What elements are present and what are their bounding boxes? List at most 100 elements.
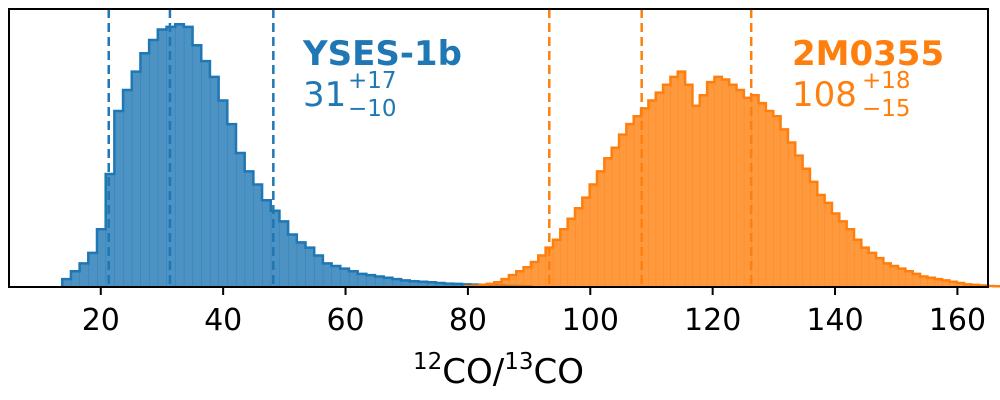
histogram-bar-yses-1b bbox=[288, 234, 298, 287]
histogram-bar-2m0355 bbox=[839, 221, 848, 287]
histogram-bar-2m0355 bbox=[758, 103, 767, 287]
x-tick-label: 60 bbox=[326, 303, 364, 338]
histogram-bar-2m0355 bbox=[516, 271, 524, 287]
histogram-bar-2m0355 bbox=[597, 171, 605, 287]
histogram-bar-yses-1b bbox=[105, 174, 115, 287]
histogram-bar-yses-1b bbox=[236, 153, 246, 287]
x-tick-label: 40 bbox=[204, 303, 242, 338]
histogram-bar-yses-1b bbox=[392, 279, 402, 287]
histogram-bar-2m0355 bbox=[523, 267, 532, 287]
2m0355-annotation: 2M0355 108 +18 −15 bbox=[792, 34, 944, 122]
histogram-bar-yses-1b bbox=[262, 200, 272, 287]
histogram-bar-2m0355 bbox=[920, 276, 928, 287]
histogram-bar-yses-1b bbox=[131, 71, 141, 287]
histogram-bar-2m0355 bbox=[890, 265, 899, 287]
histogram-bar-2m0355 bbox=[846, 229, 855, 287]
histogram-bar-yses-1b bbox=[305, 247, 315, 287]
histogram-bar-2m0355 bbox=[560, 229, 569, 287]
x-tick-label: 100 bbox=[562, 303, 619, 338]
series-lower-yses-1b: −10 bbox=[348, 96, 397, 122]
histogram-bar-2m0355 bbox=[861, 247, 870, 287]
histogram-bar-yses-1b bbox=[340, 268, 350, 287]
histogram-bar-2m0355 bbox=[677, 71, 686, 287]
histogram-bar-2m0355 bbox=[508, 275, 517, 287]
histogram-bar-2m0355 bbox=[949, 281, 958, 287]
series-value-2m0355: 108 bbox=[792, 75, 857, 115]
histogram-bar-2m0355 bbox=[633, 116, 642, 288]
histogram-bar-2m0355 bbox=[780, 129, 789, 287]
histogram-bar-2m0355 bbox=[582, 197, 591, 287]
x-tick-label: 20 bbox=[82, 303, 120, 338]
histogram-bar-yses-1b bbox=[366, 275, 376, 287]
x-axis-label-base2: CO bbox=[534, 352, 585, 392]
histogram-bar-2m0355 bbox=[641, 108, 649, 287]
histogram-bar-2m0355 bbox=[743, 97, 752, 287]
x-axis-label-base1: CO/ bbox=[442, 352, 505, 392]
histogram-bar-2m0355 bbox=[912, 273, 921, 287]
histogram-bar-2m0355 bbox=[655, 92, 664, 287]
histogram-bar-yses-1b bbox=[123, 89, 133, 287]
series-upper-yses-1b: +17 bbox=[348, 68, 397, 94]
x-axis-label: 12CO/13CO bbox=[413, 349, 584, 392]
histogram-bar-yses-1b bbox=[270, 210, 280, 287]
histogram-bar-yses-1b bbox=[175, 24, 185, 287]
histogram-bar-2m0355 bbox=[619, 134, 627, 287]
histogram-bar-2m0355 bbox=[699, 95, 708, 287]
histogram-bar-yses-1b bbox=[322, 263, 332, 287]
quantile-lines-layer bbox=[107, 9, 753, 287]
histogram-bar-2m0355 bbox=[670, 76, 679, 287]
series-value-yses-1b: 31 bbox=[303, 75, 346, 115]
series-name-2m0355: 2M0355 bbox=[792, 34, 944, 74]
histogram-bar-2m0355 bbox=[626, 124, 635, 288]
histogram-bar-2m0355 bbox=[942, 280, 950, 287]
histogram-bar-yses-1b bbox=[88, 252, 98, 287]
series-upper-2m0355: +18 bbox=[862, 68, 911, 94]
histogram-bar-2m0355 bbox=[707, 82, 715, 287]
histogram-bar-2m0355 bbox=[956, 283, 965, 287]
histogram-bar-2m0355 bbox=[831, 213, 840, 287]
histogram-bar-2m0355 bbox=[817, 195, 826, 287]
histogram-bar-yses-1b bbox=[444, 283, 454, 287]
histogram-bar-2m0355 bbox=[809, 181, 818, 287]
histogram-bar-yses-1b bbox=[157, 29, 167, 287]
histogram-bar-2m0355 bbox=[574, 208, 583, 287]
histogram-bar-2m0355 bbox=[486, 283, 495, 287]
histogram-bar-yses-1b bbox=[279, 221, 289, 287]
histogram-bar-yses-1b bbox=[62, 279, 72, 287]
yses-1b-annotation: YSES-1b 31 +17 −10 bbox=[302, 34, 462, 122]
histogram-bar-yses-1b bbox=[96, 229, 107, 287]
histogram-bar-yses-1b bbox=[227, 124, 237, 288]
histogram-bar-2m0355 bbox=[589, 184, 598, 287]
histogram-bar-yses-1b bbox=[453, 283, 463, 287]
histogram-bar-2m0355 bbox=[729, 84, 737, 288]
histogram-bar-2m0355 bbox=[751, 95, 759, 287]
histogram-bar-2m0355 bbox=[854, 239, 862, 287]
histogram-bar-2m0355 bbox=[736, 89, 745, 287]
histogram-bar-2m0355 bbox=[765, 110, 774, 287]
histogram-bar-yses-1b bbox=[201, 61, 211, 287]
x-tick-label: 120 bbox=[684, 303, 741, 338]
histogram-bar-2m0355 bbox=[787, 142, 796, 287]
histogram-bar-2m0355 bbox=[494, 282, 502, 287]
histogram-bar-2m0355 bbox=[530, 262, 539, 287]
x-tick-label: 80 bbox=[449, 303, 487, 338]
histogram-bar-yses-1b bbox=[296, 242, 306, 287]
histogram-bar-yses-1b bbox=[418, 281, 428, 287]
histogram-bar-2m0355 bbox=[795, 155, 803, 287]
histogram-bar-2m0355 bbox=[692, 105, 701, 287]
histogram-bar-2m0355 bbox=[876, 258, 884, 287]
x-axis-label-sup2: 13 bbox=[504, 349, 533, 375]
histogram-bar-2m0355 bbox=[934, 279, 943, 287]
histogram-bar-2m0355 bbox=[567, 218, 576, 287]
histogram-bar-2m0355 bbox=[824, 202, 833, 287]
histogram-bar-yses-1b bbox=[348, 271, 359, 287]
histogram-bar-2m0355 bbox=[663, 84, 671, 288]
histogram-bar-yses-1b bbox=[140, 53, 150, 287]
histogram-outline-2m0355 bbox=[463, 70, 1000, 288]
histogram-bar-2m0355 bbox=[604, 158, 613, 287]
histogram-bar-2m0355 bbox=[611, 147, 620, 287]
histogram-bar-2m0355 bbox=[802, 168, 811, 287]
histogram-bar-yses-1b bbox=[427, 282, 437, 287]
x-axis-ticks: 20 40 60 80 100 120 140 160 bbox=[82, 287, 986, 338]
